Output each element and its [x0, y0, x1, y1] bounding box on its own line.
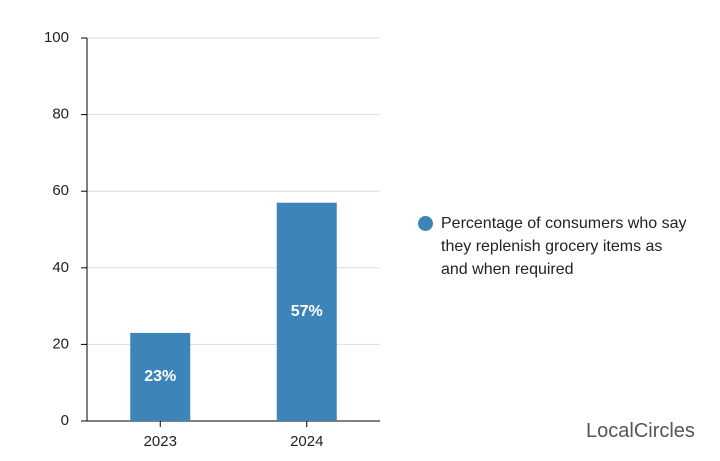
y-tick-label: 0 — [61, 412, 69, 429]
y-tick-label: 20 — [52, 335, 69, 352]
x-tick-label: 2024 — [290, 433, 323, 450]
value-label: 57% — [291, 303, 323, 320]
y-tick-label: 60 — [52, 182, 69, 199]
bar — [130, 332, 191, 421]
y-tick-label: 100 — [44, 29, 69, 46]
brand-logo: LocalCircles — [586, 420, 695, 442]
legend-label: Percentage of consumers who say they rep… — [441, 215, 687, 278]
value-label: 23% — [144, 368, 176, 385]
x-tick-label: 2023 — [144, 433, 177, 450]
legend-marker — [418, 216, 433, 231]
bar — [276, 202, 337, 421]
y-tick-label: 40 — [52, 259, 69, 276]
y-tick-label: 80 — [52, 106, 69, 123]
